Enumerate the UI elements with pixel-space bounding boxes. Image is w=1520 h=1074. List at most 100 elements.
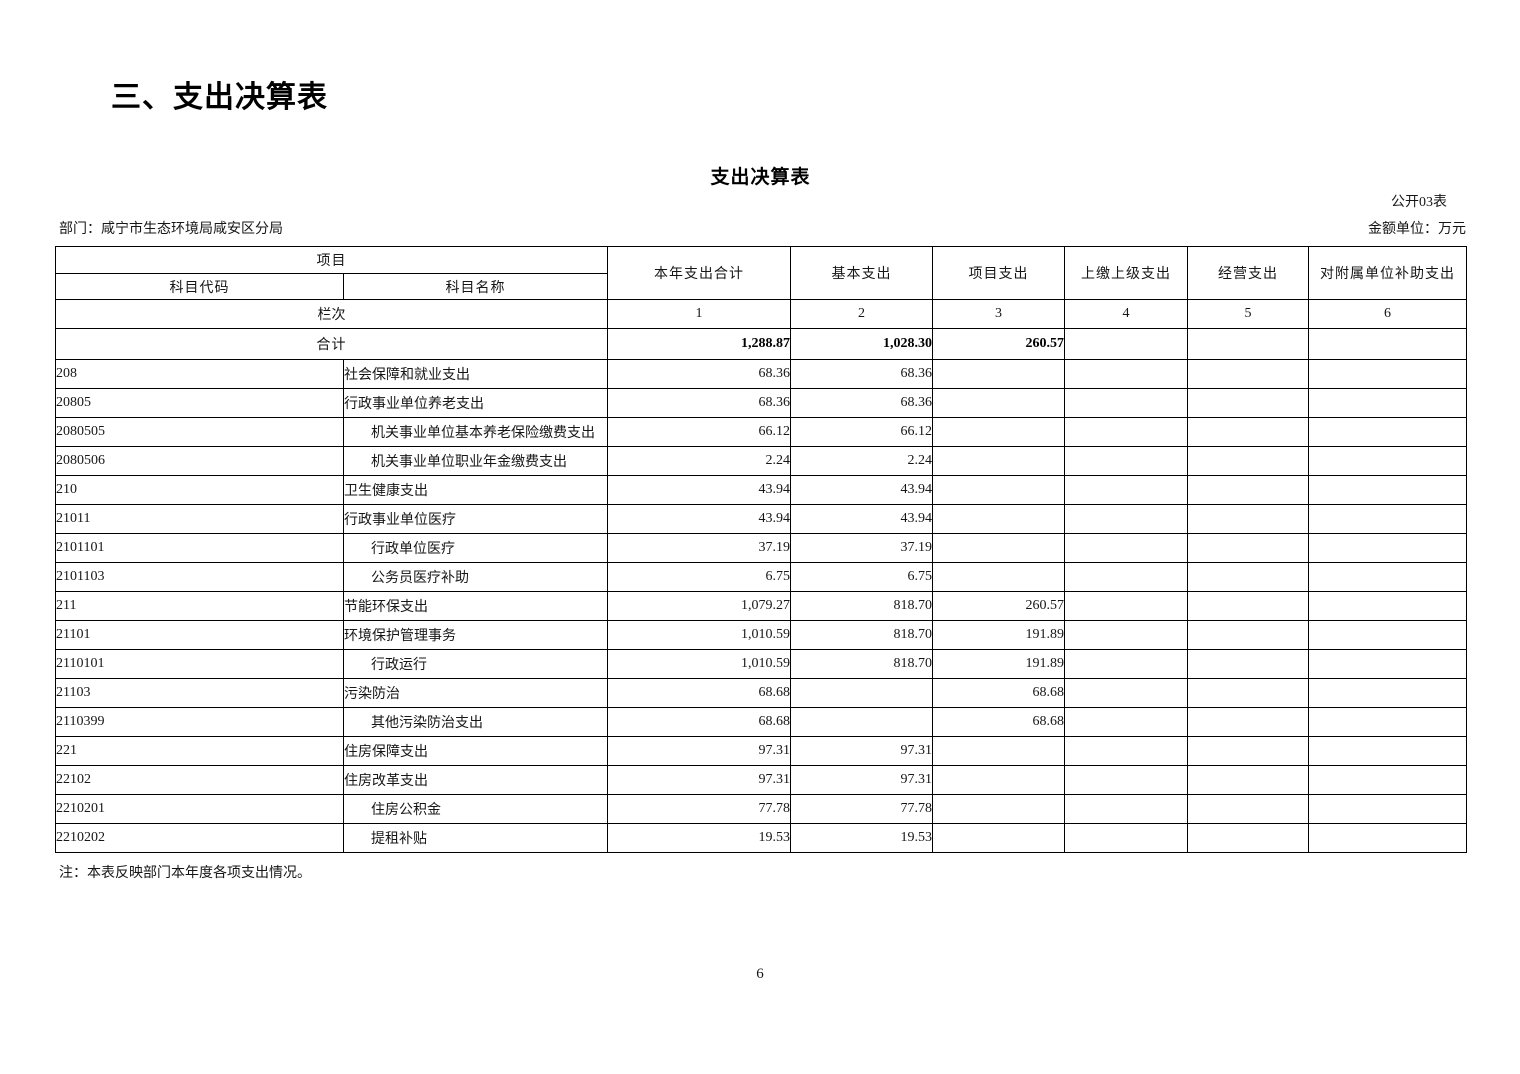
value-cell [1308,504,1467,534]
subject-code-cell: 208 [55,359,344,389]
total-value-cell: 260.57 [932,328,1065,360]
value-cell [932,359,1065,389]
subject-code-cell: 2110399 [55,707,344,737]
value-cell [1308,765,1467,795]
section-heading: 三、支出决算表 [111,81,328,114]
value-cell [1308,707,1467,737]
subject-name-cell: 社会保障和就业支出 [343,359,608,389]
value-cell [1187,475,1309,505]
subject-code-cell: 22102 [55,765,344,795]
value-cell [1064,765,1188,795]
value-cell: 2.24 [607,446,791,476]
value-cell [1187,446,1309,476]
header-col-upturn: 上缴上级支出 [1064,246,1188,300]
value-cell [1064,417,1188,447]
value-cell [932,388,1065,418]
value-cell [1064,504,1188,534]
table-row: 2110399 其他污染防治支出 68.68 68.68 [55,707,1467,737]
subject-name-cell: 行政单位医疗 [343,533,608,563]
table-title: 支出决算表 [710,167,811,188]
value-cell: 43.94 [790,475,933,505]
table-row: 2210201 住房公积金 77.78 77.78 [55,794,1467,824]
value-cell [1187,359,1309,389]
total-value-cell: 1,028.30 [790,328,933,360]
value-cell: 97.31 [790,765,933,795]
table-note: 注：本表反映部门本年度各项支出情况。 [59,866,311,881]
value-cell [932,475,1065,505]
header-col-project-exp: 项目支出 [932,246,1065,300]
subject-name-cell: 住房改革支出 [343,765,608,795]
value-cell [1064,591,1188,621]
doc-code-label: 公开03表 [1391,195,1447,210]
value-cell: 191.89 [932,649,1065,679]
subject-code-cell: 2101103 [55,562,344,592]
value-cell: 1,079.27 [607,591,791,621]
value-cell: 37.19 [607,533,791,563]
subject-name-cell: 住房公积金 [343,794,608,824]
value-cell [1308,417,1467,447]
value-cell [932,562,1065,592]
value-cell [1187,678,1309,708]
column-index: 6 [1308,299,1467,329]
value-cell: 68.36 [790,359,933,389]
value-cell: 818.70 [790,649,933,679]
value-cell [932,417,1065,447]
value-cell: 6.75 [607,562,791,592]
column-index: 2 [790,299,933,329]
value-cell: 68.68 [932,678,1065,708]
table-row: 2080505 机关事业单位基本养老保险缴费支出 66.12 66.12 [55,417,1467,447]
value-cell: 1,010.59 [607,620,791,650]
value-cell: 191.89 [932,620,1065,650]
subject-code-cell: 2101101 [55,533,344,563]
value-cell [1187,388,1309,418]
value-cell [1064,678,1188,708]
value-cell: 68.68 [607,707,791,737]
value-cell: 1,010.59 [607,649,791,679]
value-cell [1308,359,1467,389]
subject-name-cell: 机关事业单位职业年金缴费支出 [343,446,608,476]
value-cell [932,504,1065,534]
value-cell [1064,620,1188,650]
value-cell [1187,707,1309,737]
value-cell: 68.68 [607,678,791,708]
table-row: 2110101 行政运行 1,010.59 818.70 191.89 [55,649,1467,679]
value-cell: 43.94 [607,504,791,534]
value-cell [1187,620,1309,650]
value-cell: 97.31 [607,765,791,795]
total-value-cell [1308,328,1467,360]
value-cell: 260.57 [932,591,1065,621]
value-cell [1308,794,1467,824]
total-row: 合计 1,288.87 1,028.30 260.57 [55,328,1467,360]
column-index: 4 [1064,299,1188,329]
value-cell [1064,446,1188,476]
value-cell: 66.12 [790,417,933,447]
subject-name-cell: 住房保障支出 [343,736,608,766]
header-row-project: 项目 本年支出合计 基本支出 项目支出 上缴上级支出 经营支出 对附属单位补助支… [55,246,1467,300]
subject-code-cell: 20805 [55,388,344,418]
value-cell [932,794,1065,824]
value-cell [1308,678,1467,708]
column-index: 1 [607,299,791,329]
subject-code-cell: 211 [55,591,344,621]
expenditure-table: 项目 本年支出合计 基本支出 项目支出 上缴上级支出 经营支出 对附属单位补助支… [55,246,1467,853]
value-cell [1187,794,1309,824]
value-cell [1064,388,1188,418]
table-row: 2210202 提租补贴 19.53 19.53 [55,823,1467,853]
table-row: 208 社会保障和就业支出 68.36 68.36 [55,359,1467,389]
value-cell [1187,765,1309,795]
value-cell [1064,533,1188,563]
table-meta-row: 部门：咸宁市生态环境局咸安区分局 金额单位：万元 [59,218,1466,238]
header-col-basic: 基本支出 [790,246,933,300]
value-cell [1308,591,1467,621]
subject-name-cell: 机关事业单位基本养老保险缴费支出 [343,417,608,447]
value-cell [1308,823,1467,853]
value-cell [932,736,1065,766]
table-row: 20805 行政事业单位养老支出 68.36 68.36 [55,388,1467,418]
value-cell [1064,707,1188,737]
value-cell [1187,649,1309,679]
value-cell [932,765,1065,795]
table-row: 21011 行政事业单位医疗 43.94 43.94 [55,504,1467,534]
table-row: 21101 环境保护管理事务 1,010.59 818.70 191.89 [55,620,1467,650]
value-cell [932,533,1065,563]
value-cell: 68.36 [790,388,933,418]
